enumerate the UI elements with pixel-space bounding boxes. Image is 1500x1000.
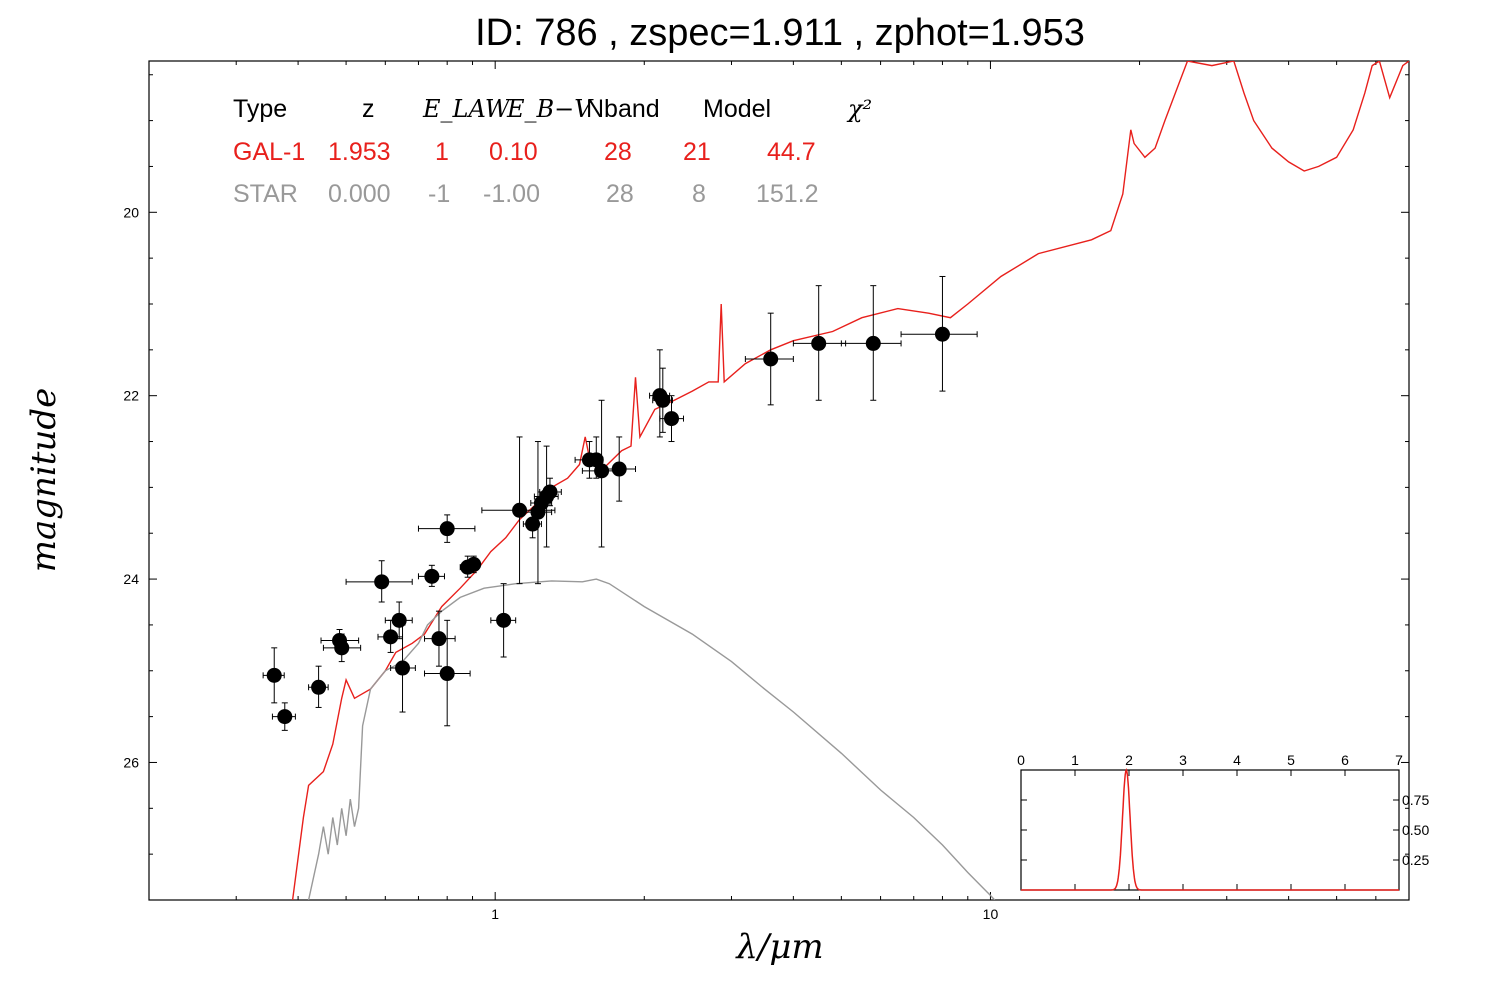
row-gal-model: 21 xyxy=(683,138,711,166)
x-tick-label: 10 xyxy=(983,906,999,922)
inset-x-tick-label: 1 xyxy=(1071,752,1079,768)
row-star-chi2: 151.2 xyxy=(756,180,819,208)
plot-frame xyxy=(148,60,1410,901)
major-ticks xyxy=(149,61,1409,900)
chart-title: ID: 786 , zspec=1.911 , zphot=1.953 xyxy=(475,12,1085,54)
photometry-errorbars xyxy=(262,275,978,731)
row-gal-z: 1.953 xyxy=(328,138,391,166)
header-type: Type xyxy=(233,95,287,123)
header-chi2: χ² xyxy=(846,95,872,123)
data-point xyxy=(594,463,610,479)
data-point xyxy=(496,612,512,628)
data-point xyxy=(655,392,671,408)
row-gal-type: GAL-1 xyxy=(233,138,305,166)
inset-x-tick-label: 0 xyxy=(1017,752,1025,768)
inset-x-tick-label: 3 xyxy=(1179,752,1187,768)
data-point xyxy=(266,667,282,683)
data-point xyxy=(383,629,399,645)
data-point xyxy=(611,461,627,477)
inset-x-tick-label: 2 xyxy=(1125,752,1133,768)
data-point xyxy=(542,484,558,500)
data-point xyxy=(439,521,455,537)
row-star-type: STAR xyxy=(233,180,298,208)
data-point xyxy=(466,556,482,572)
x-tick-label: 1 xyxy=(491,906,499,922)
header-nband: Nband xyxy=(586,95,660,123)
inset-x-tick-label: 7 xyxy=(1395,752,1403,768)
series-lines xyxy=(291,61,1409,900)
header-z: z xyxy=(362,95,375,123)
minor-ticks xyxy=(148,61,1410,901)
header-model: Model xyxy=(703,95,771,123)
series-line-star xyxy=(307,578,996,900)
data-point xyxy=(374,574,390,590)
inset-ticks: 0 1 2 3 4 5 6 7 0.25 0.50 0.75 xyxy=(1017,752,1429,890)
data-point xyxy=(439,666,455,682)
inset-y-tick-label: 0.25 xyxy=(1402,852,1429,868)
y-tick-label: 22 xyxy=(123,388,139,404)
row-star-model: 8 xyxy=(692,180,706,208)
data-point xyxy=(277,709,293,725)
data-point xyxy=(934,326,950,342)
inset-frame xyxy=(1020,769,1400,891)
y-tick-label: 24 xyxy=(123,571,139,587)
inset-x-tick-label: 5 xyxy=(1287,752,1295,768)
x-axis-label: λ/μm xyxy=(734,927,823,967)
header-ebv: E_B−V xyxy=(506,95,594,123)
row-gal-nband: 28 xyxy=(604,138,632,166)
row-gal-elaw: 1 xyxy=(435,138,449,166)
data-point xyxy=(395,660,411,676)
data-point xyxy=(525,516,541,532)
inset-x-tick-label: 6 xyxy=(1341,752,1349,768)
pdz-inset: 0 1 2 3 4 5 6 7 0.25 0.50 0.75 xyxy=(1017,752,1429,891)
row-star-elaw: -1 xyxy=(428,180,450,208)
row-gal-ebv: 0.10 xyxy=(489,138,538,166)
row-star-nband: 28 xyxy=(606,180,634,208)
row-star-z: 0.000 xyxy=(328,180,391,208)
inset-y-tick-label: 0.50 xyxy=(1402,822,1429,838)
pdz-curve xyxy=(1021,768,1399,891)
data-point xyxy=(424,568,440,584)
data-point xyxy=(334,640,350,656)
series-line-gal-1 xyxy=(291,61,1409,900)
data-point xyxy=(431,631,447,647)
data-point xyxy=(865,335,881,351)
inset-y-tick-label: 0.75 xyxy=(1402,792,1429,808)
row-star-ebv: -1.00 xyxy=(483,180,540,208)
data-point xyxy=(664,411,680,427)
data-point xyxy=(311,679,327,695)
row-gal-chi2: 44.7 xyxy=(767,138,816,166)
y-tick-label: 20 xyxy=(123,204,139,220)
data-point xyxy=(391,612,407,628)
data-point xyxy=(763,351,779,367)
tick-labels: 1 10 20 22 24 26 xyxy=(123,204,998,922)
legend-table: Type z E_LAW E_B−V Nband Model χ² GAL-1 … xyxy=(233,95,872,208)
data-point xyxy=(811,335,827,351)
y-tick-label: 26 xyxy=(123,754,139,770)
header-elaw: E_LAW xyxy=(422,95,512,123)
inset-x-tick-label: 4 xyxy=(1233,752,1241,768)
y-axis-label: magnitude xyxy=(24,388,64,573)
